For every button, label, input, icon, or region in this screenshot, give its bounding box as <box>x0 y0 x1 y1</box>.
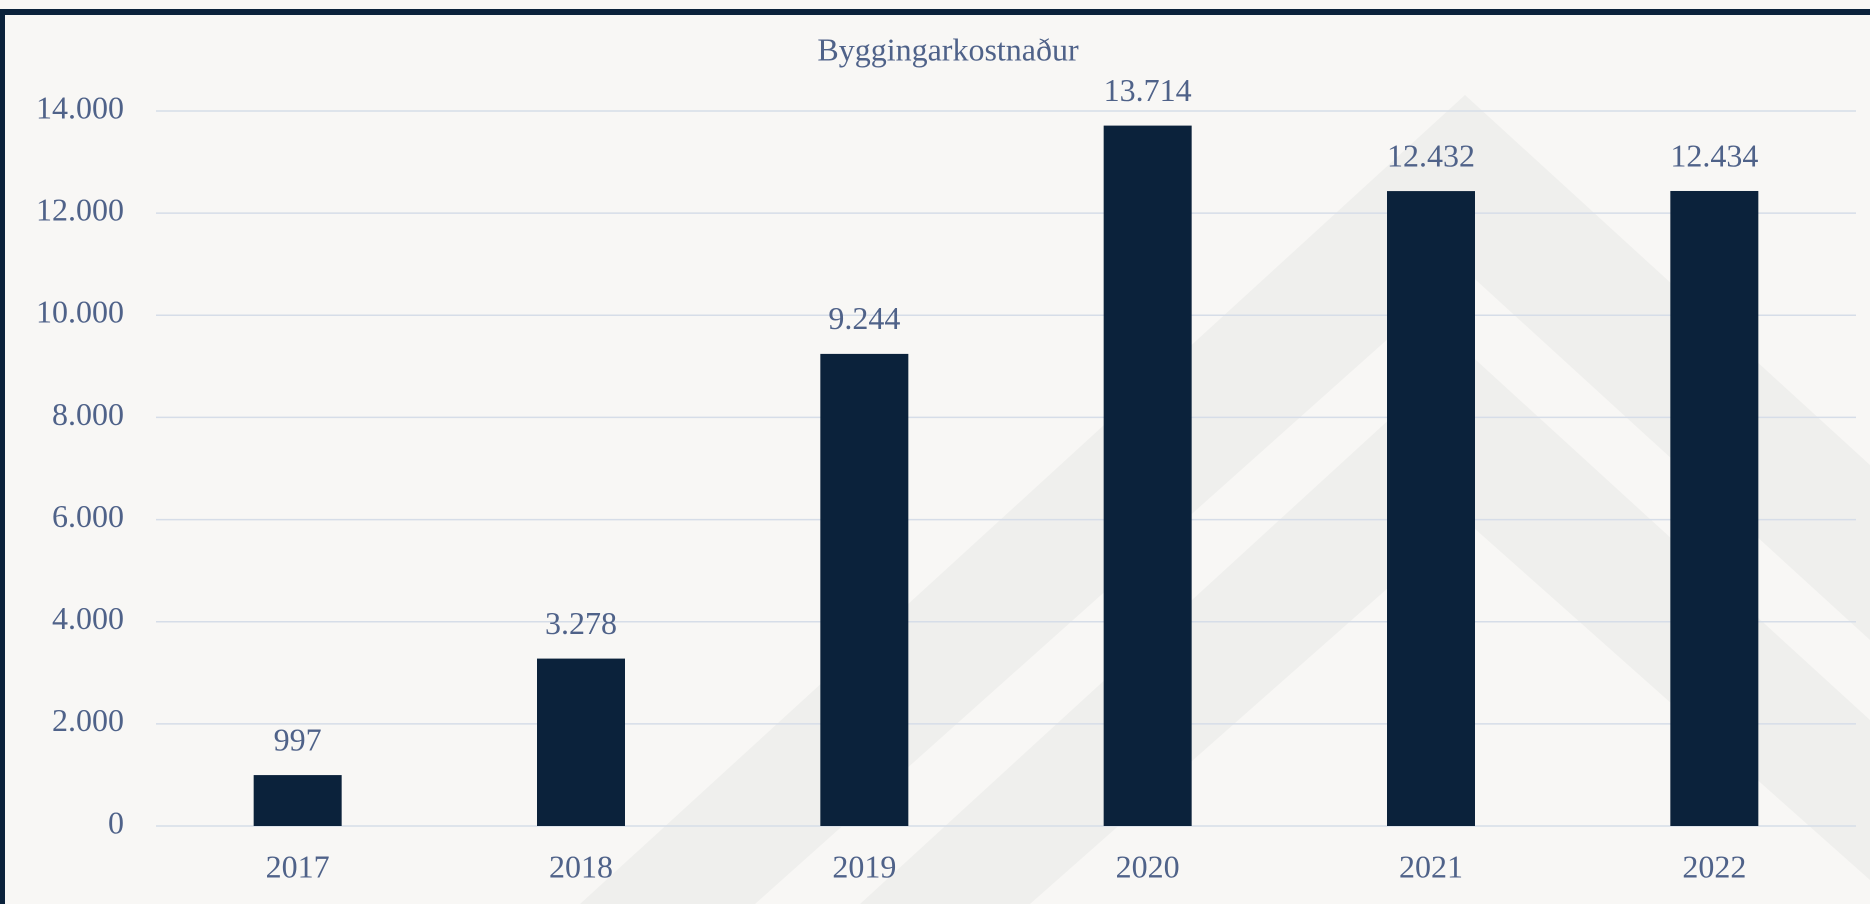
data-label: 12.432 <box>1387 137 1475 173</box>
y-tick-label: 2.000 <box>52 702 124 738</box>
y-tick-label: 8.000 <box>52 396 124 432</box>
y-tick-label: 10.000 <box>36 294 124 330</box>
x-tick-label: 2022 <box>1682 848 1746 884</box>
data-label: 12.434 <box>1670 137 1758 173</box>
x-tick-label: 2021 <box>1399 848 1463 884</box>
data-label: 13.714 <box>1104 72 1192 108</box>
bar <box>1103 125 1192 826</box>
y-tick-label: 4.000 <box>52 600 124 636</box>
x-tick-label: 2019 <box>832 848 896 884</box>
bar <box>253 775 342 826</box>
data-label: 9.244 <box>828 300 900 336</box>
data-label: 3.278 <box>545 605 617 641</box>
bar <box>820 353 909 826</box>
bar <box>1387 191 1475 826</box>
y-tick-label: 12.000 <box>36 191 124 227</box>
bar <box>1670 190 1759 827</box>
x-tick-label: 2017 <box>266 848 330 884</box>
bar <box>537 658 625 826</box>
frame <box>0 9 1870 904</box>
data-label: 997 <box>274 721 322 757</box>
y-tick-label: 14.000 <box>36 89 124 125</box>
x-tick-label: 2020 <box>1116 848 1180 884</box>
x-tick-label: 2018 <box>549 848 613 884</box>
y-tick-label: 6.000 <box>52 498 124 534</box>
y-tick-label: 0 <box>108 804 124 840</box>
chart-title: Byggingarkostnaður <box>817 31 1079 67</box>
